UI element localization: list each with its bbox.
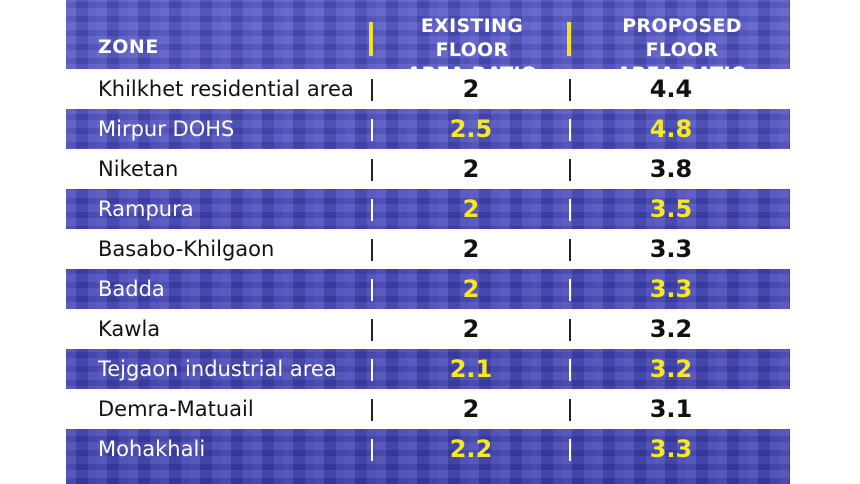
zone-cell: Badda xyxy=(98,277,165,301)
proposed-far-cell: 3.2 xyxy=(649,315,693,343)
proposed-far-cell: 4.8 xyxy=(649,115,693,143)
table-row: Tejgaon industrial area 2.1 3.2 xyxy=(66,349,790,389)
column-separator xyxy=(569,319,571,341)
existing-far-cell: 2.1 xyxy=(449,355,493,383)
header-existing-line-1: EXISTING FLOOR xyxy=(420,15,524,61)
existing-far-cell: 2.5 xyxy=(449,115,493,143)
zone-cell: Rampura xyxy=(98,197,194,221)
table-body: Khilkhet residential area 2 4.4 Mirpur D… xyxy=(66,69,790,469)
proposed-far-cell: 3.3 xyxy=(649,435,693,463)
zone-cell: Mohakhali xyxy=(98,437,206,461)
far-table-panel: ZONE EXISTING FLOOR AREA RATIO PROPOSED … xyxy=(66,0,790,484)
column-separator xyxy=(371,279,373,301)
column-separator xyxy=(371,439,373,461)
header-divider-1 xyxy=(369,22,373,56)
table-row: Basabo-Khilgaon 2 3.3 xyxy=(66,229,790,269)
zone-cell: Kawla xyxy=(98,317,161,341)
existing-far-cell: 2 xyxy=(462,75,480,103)
column-separator xyxy=(569,399,571,421)
column-separator xyxy=(371,359,373,381)
zone-cell: Tejgaon industrial area xyxy=(98,357,337,381)
column-separator xyxy=(569,279,571,301)
proposed-far-cell: 3.3 xyxy=(649,275,693,303)
table-row: Niketan 2 3.8 xyxy=(66,149,790,189)
column-separator xyxy=(371,119,373,141)
existing-far-cell: 2 xyxy=(462,275,480,303)
proposed-far-cell: 3.1 xyxy=(649,395,693,423)
proposed-far-cell: 3.2 xyxy=(649,355,693,383)
column-separator xyxy=(371,159,373,181)
table-row: Khilkhet residential area 2 4.4 xyxy=(66,69,790,109)
table-row: Mirpur DOHS 2.5 4.8 xyxy=(66,109,790,149)
table-row: Badda 2 3.3 xyxy=(66,269,790,309)
table-row: Kawla 2 3.2 xyxy=(66,309,790,349)
column-separator xyxy=(569,199,571,221)
column-separator xyxy=(569,239,571,261)
proposed-far-cell: 3.5 xyxy=(649,195,693,223)
existing-far-cell: 2 xyxy=(462,395,480,423)
table-row: Demra-Matuail 2 3.1 xyxy=(66,389,790,429)
header-divider-2 xyxy=(567,22,571,56)
column-separator xyxy=(371,319,373,341)
existing-far-cell: 2 xyxy=(462,235,480,263)
zone-cell: Demra-Matuail xyxy=(98,397,254,421)
column-separator xyxy=(371,239,373,261)
existing-far-cell: 2 xyxy=(462,315,480,343)
header-zone: ZONE xyxy=(98,36,159,58)
column-separator xyxy=(569,439,571,461)
zone-cell: Mirpur DOHS xyxy=(98,117,235,141)
column-separator xyxy=(371,399,373,421)
column-separator xyxy=(371,79,373,101)
column-separator xyxy=(569,359,571,381)
zone-cell: Niketan xyxy=(98,157,179,181)
existing-far-cell: 2 xyxy=(462,155,480,183)
column-separator xyxy=(569,119,571,141)
zone-cell: Khilkhet residential area xyxy=(98,77,354,101)
column-separator xyxy=(569,159,571,181)
zone-cell: Basabo-Khilgaon xyxy=(98,237,275,261)
existing-far-cell: 2.2 xyxy=(449,435,493,463)
proposed-far-cell: 3.3 xyxy=(649,235,693,263)
header-proposed-line-1: PROPOSED FLOOR xyxy=(622,15,742,61)
proposed-far-cell: 4.4 xyxy=(649,75,693,103)
existing-far-cell: 2 xyxy=(462,195,480,223)
column-separator xyxy=(371,199,373,221)
proposed-far-cell: 3.8 xyxy=(649,155,693,183)
column-separator xyxy=(569,79,571,101)
table-row: Rampura 2 3.5 xyxy=(66,189,790,229)
table-row: Mohakhali 2.2 3.3 xyxy=(66,429,790,469)
